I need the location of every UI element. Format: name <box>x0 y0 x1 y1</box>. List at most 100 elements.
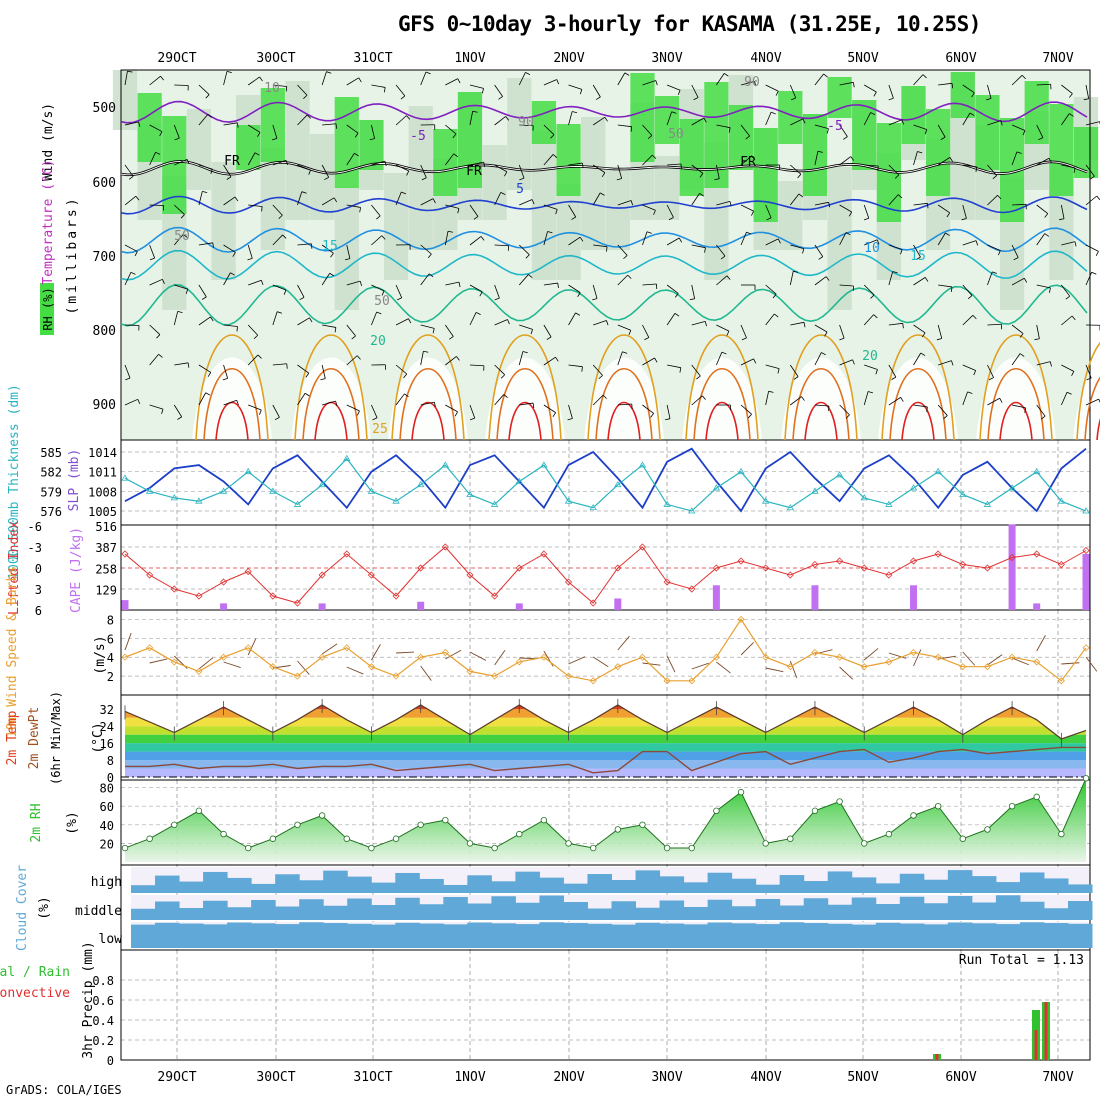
wind-barb-flag <box>519 177 525 181</box>
wind-barb-flag <box>848 211 853 217</box>
wind10m-marker <box>786 663 794 671</box>
wind10m-barb <box>346 666 364 675</box>
cloud-bar <box>203 924 228 948</box>
wind-barb <box>888 322 903 326</box>
wind-barb-flag <box>359 207 361 213</box>
wind-barb-flag <box>401 191 407 195</box>
wind10m-barb <box>321 643 338 655</box>
wind-barb-flag <box>647 135 653 140</box>
wind-barb-flag <box>272 138 278 141</box>
wind-barb-flag <box>333 197 338 203</box>
lifted-index-marker <box>1082 546 1090 555</box>
contour-label: 50 <box>374 294 390 309</box>
cloud-bar <box>443 897 468 920</box>
wind10m-barb <box>789 660 798 678</box>
date-label-top: 7NOV <box>1042 51 1073 66</box>
wind-barb-flag <box>159 131 163 137</box>
rh-tick: 80 <box>100 782 114 796</box>
cloud-bar <box>1043 923 1069 948</box>
wind-barb-flag <box>726 330 730 336</box>
panel-frame-wind <box>120 609 1091 696</box>
thickness-marker <box>614 481 622 488</box>
cloud-bar <box>971 923 997 948</box>
wind-barb-flag <box>283 289 287 295</box>
wind-barb <box>223 364 229 379</box>
rh-tick: 60 <box>100 800 114 814</box>
wind-barb-flag <box>1023 278 1028 283</box>
cloud-bar <box>803 923 829 948</box>
wind10m-barb <box>617 635 630 651</box>
wind-barb-flag <box>127 70 133 73</box>
wind-barb-flag <box>525 72 531 75</box>
wind-barb <box>248 404 262 411</box>
wind-barb <box>346 77 359 86</box>
thickness-marker <box>860 494 868 501</box>
wind-barb-flag <box>728 127 731 133</box>
cloud-bar <box>899 873 925 893</box>
cloud-bar <box>875 883 901 893</box>
wind-barb <box>937 157 951 166</box>
wind-barb <box>420 198 434 206</box>
wind-barb-flag <box>818 256 824 260</box>
contour-35 <box>705 401 739 441</box>
wind-barb <box>814 244 824 257</box>
wind-barb-flag <box>624 72 630 76</box>
wind10m-line <box>124 618 1087 682</box>
wind-barb-flag <box>406 115 411 120</box>
wind10m-barb <box>1085 656 1098 672</box>
wind-barb-flag <box>571 216 576 220</box>
wind-barb <box>1011 324 1024 334</box>
wind-barb <box>691 320 706 326</box>
wind-barb-flag <box>301 191 307 194</box>
wind10m-barb <box>987 654 1003 666</box>
wind-barb-flag <box>547 231 553 234</box>
wind-barb <box>740 124 750 137</box>
wind-barb-flag <box>951 360 954 366</box>
cloud-bar <box>395 897 420 920</box>
date-label-top: 5NOV <box>847 51 878 66</box>
wind10m-marker <box>836 653 844 661</box>
wind-barb <box>297 84 308 96</box>
contour-30 <box>203 367 261 441</box>
profile-ytick: 500 <box>93 101 116 116</box>
cloud-bar <box>539 877 564 893</box>
wind-barb <box>395 191 402 206</box>
slp-axis-label: SLP (mb) <box>67 449 82 512</box>
wind-barb-flag <box>207 372 212 377</box>
cloud-bar <box>275 874 300 893</box>
cloud-bar <box>731 878 757 893</box>
wind10m-marker <box>269 663 277 671</box>
wind10m-marker <box>219 653 228 661</box>
cloud-bar <box>1019 922 1045 948</box>
wind-barb <box>444 231 449 246</box>
wind-barb <box>1036 361 1051 366</box>
wind-barb <box>321 197 335 206</box>
wind-barb <box>519 324 533 330</box>
wind-barb-flag <box>1071 371 1075 376</box>
wind-barb-flag <box>507 319 510 325</box>
contour-label: 50 <box>668 127 684 142</box>
wind-barb <box>321 71 327 86</box>
rh-band-high <box>753 128 778 222</box>
dewpoint2m-line <box>125 746 1086 774</box>
profile-ytick: 600 <box>93 176 116 191</box>
wind-barb <box>469 84 484 89</box>
wind-barb-flag <box>674 313 680 317</box>
wind-barb-flag <box>723 73 729 77</box>
wind-barb-flag <box>793 376 799 380</box>
rh-tick: 20 <box>100 837 114 851</box>
rh-marker <box>737 789 745 796</box>
wind-barb-flag <box>845 232 851 236</box>
wind-barb-flag <box>665 418 671 421</box>
wind-barb-flag <box>1091 271 1097 275</box>
wind-barb <box>346 355 358 366</box>
wind-barb-flag <box>452 133 457 139</box>
wind-barb <box>740 80 755 86</box>
wind-barb <box>272 84 287 87</box>
wind10m-marker <box>712 653 720 661</box>
thickness-marker <box>219 487 228 494</box>
wind-barb <box>247 324 259 336</box>
thickness-marker <box>983 500 992 507</box>
cloud-bar <box>995 895 1021 920</box>
wind-barb <box>272 234 283 246</box>
